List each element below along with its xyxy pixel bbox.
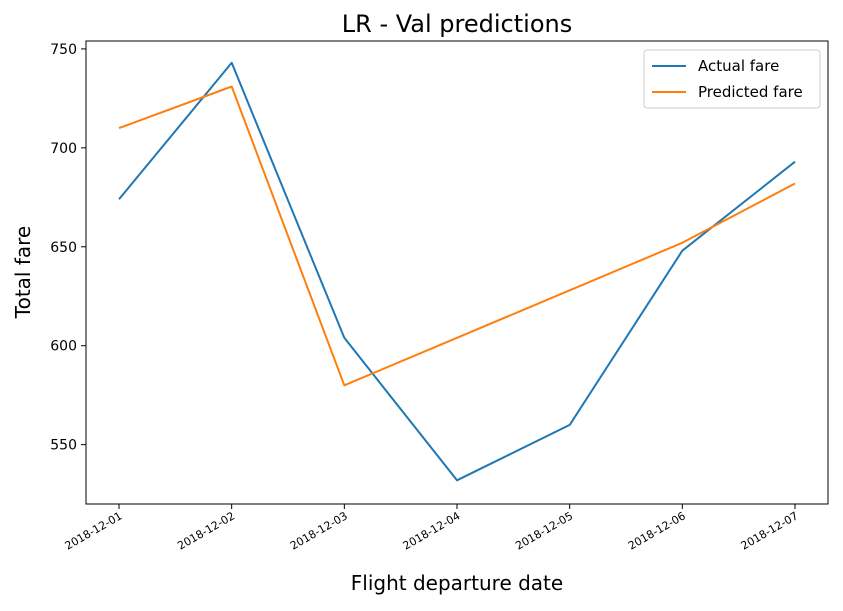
x-tick-label: 2018-12-07: [739, 509, 801, 552]
y-axis: 550 600 650 700 750: [50, 42, 86, 454]
x-tick-label: 2018-12-04: [401, 509, 463, 552]
plot-area: [85, 40, 829, 505]
x-tick-label: 2018-12-05: [513, 509, 575, 552]
x-axis-label: Flight departure date: [351, 571, 563, 595]
y-tick-label: 750: [50, 42, 77, 58]
x-axis: 2018-12-01 2018-12-02 2018-12-03 2018-12-04…: [63, 504, 801, 553]
series-line-predicted-fare: [118, 85, 796, 387]
legend-box: [643, 49, 821, 109]
legend: Actual fare Predicted fare: [643, 49, 821, 109]
series-lines: [118, 61, 796, 482]
x-tick-label: 2018-12-02: [175, 509, 237, 552]
y-axis-label: Total fare: [11, 226, 35, 319]
chart-title: LR - Val predictions: [342, 10, 572, 38]
y-tick-label: 650: [50, 240, 77, 256]
x-tick-label: 2018-12-03: [288, 509, 350, 552]
y-tick-label: 600: [50, 339, 77, 355]
legend-label: Predicted fare: [698, 83, 803, 101]
y-tick-label: 550: [50, 438, 77, 454]
series-line-actual-fare: [118, 61, 796, 482]
x-tick-label: 2018-12-01: [63, 509, 125, 552]
legend-label: Actual fare: [698, 57, 779, 75]
y-tick-label: 700: [50, 141, 77, 157]
x-tick-label: 2018-12-06: [626, 509, 688, 552]
